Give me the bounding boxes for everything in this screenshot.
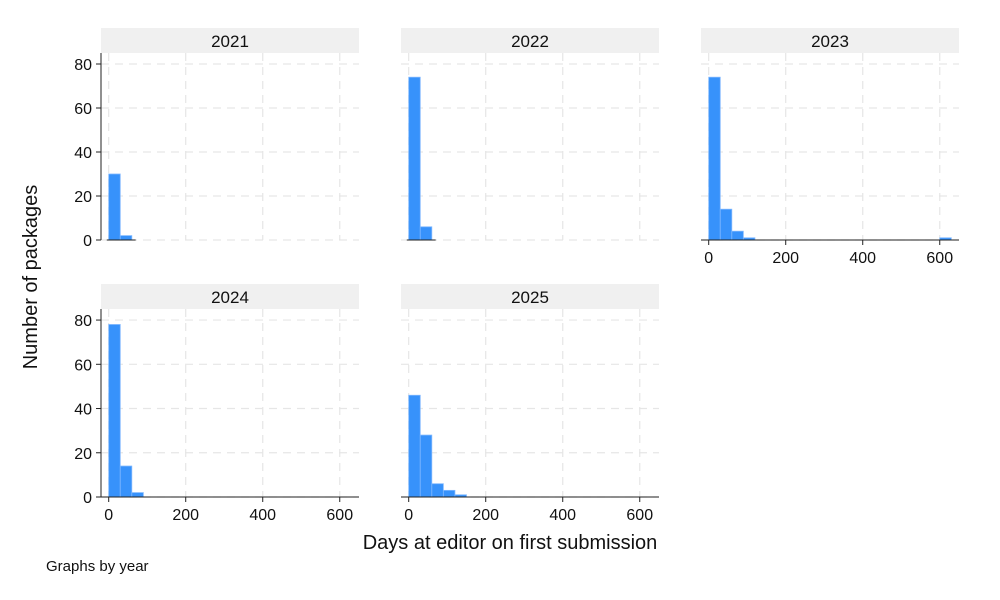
histogram-bar: [408, 394, 421, 498]
y-tick-label: 60: [74, 101, 92, 118]
histogram-bar: [108, 324, 121, 498]
panel-title: 2024: [211, 288, 249, 307]
panel-title: 2023: [811, 32, 849, 51]
x-tick-label: 200: [472, 507, 499, 524]
histogram-bar: [408, 76, 421, 241]
x-tick-label: 200: [172, 507, 199, 524]
y-tick-label: 40: [74, 402, 92, 419]
x-tick-label: 400: [849, 250, 876, 267]
x-tick-label: 0: [704, 250, 713, 267]
y-tick-label: 20: [74, 189, 92, 206]
histogram-bar: [719, 208, 733, 241]
histogram-bar: [119, 235, 133, 241]
panel-strip: [401, 28, 659, 53]
graphs-by-note: Graphs by year: [46, 558, 149, 575]
x-tick-label: 400: [249, 507, 276, 524]
panel-2025: 2025 0 200 400 600: [401, 284, 659, 524]
histogram-bar: [131, 492, 144, 498]
panel-2022: 2022: [401, 28, 659, 241]
y-tick-label: 40: [74, 145, 92, 162]
histogram-bar: [708, 76, 721, 241]
panel-2024: 2024 0 20 40 60 80 0 200 400 600: [74, 284, 359, 524]
panel-2023: 2023 0 200 400 600: [701, 28, 959, 267]
histogram-bar: [419, 434, 433, 498]
x-tick-label: 600: [326, 507, 353, 524]
y-tick-label: 0: [83, 233, 92, 250]
y-tick-label: 0: [83, 490, 92, 507]
histogram-bar: [119, 465, 133, 498]
x-tick-label: 400: [549, 507, 576, 524]
y-tick-label: 80: [74, 313, 92, 330]
panel-strip: [101, 28, 359, 53]
y-tick-label: 20: [74, 446, 92, 463]
x-tick-label: 0: [104, 507, 113, 524]
panel-strip: [401, 284, 659, 309]
x-tick-label: 600: [926, 250, 953, 267]
histogram-bar: [731, 230, 744, 241]
panel-strip: [701, 28, 959, 53]
panel-title: 2025: [511, 288, 549, 307]
histogram-bar: [431, 483, 444, 498]
x-axis-title: Days at editor on first submission: [363, 532, 658, 554]
y-tick-label: 80: [74, 57, 92, 74]
panel-title: 2021: [211, 32, 249, 51]
x-tick-label: 600: [626, 507, 653, 524]
x-tick-label: 200: [772, 250, 799, 267]
panel-strip: [101, 284, 359, 309]
panel-title: 2022: [511, 32, 549, 51]
y-axis-title: Number of packages: [20, 185, 42, 370]
histogram-bar: [108, 173, 121, 241]
panel-2021: 2021 0 20 40 60 80: [74, 28, 359, 250]
x-tick-label: 0: [404, 507, 413, 524]
histogram-bar: [442, 489, 456, 498]
y-tick-label: 60: [74, 357, 92, 374]
histogram-bar: [419, 226, 433, 241]
